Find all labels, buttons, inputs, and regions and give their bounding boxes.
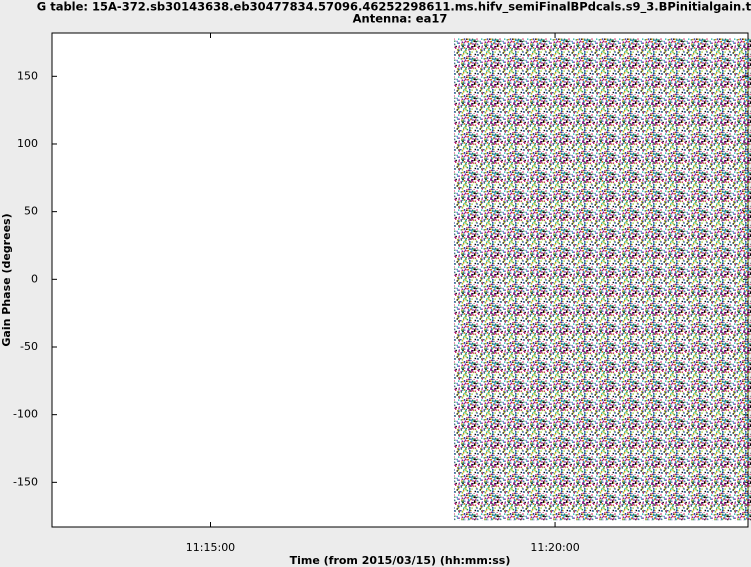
- y-tick-label: -150: [13, 475, 38, 488]
- x-tick-label: 11:20:00: [530, 541, 579, 554]
- y-tick-label: 0: [31, 272, 38, 285]
- y-axis-label: Gain Phase (degrees): [0, 213, 13, 346]
- y-tick-label: 50: [24, 205, 38, 218]
- x-axis-label: Time (from 2015/03/15) (hh:mm:ss): [290, 554, 511, 567]
- y-tick-label: -100: [13, 408, 38, 421]
- chart-subtitle: Antenna: ea17: [353, 12, 448, 26]
- chart-title: G table: 15A-372.sb30143638.eb30477834.5…: [37, 0, 751, 15]
- y-tick-label: -50: [20, 340, 38, 353]
- y-tick-label: 100: [17, 137, 38, 150]
- scan-points: [453, 38, 751, 521]
- x-tick-label: 11:15:00: [186, 541, 235, 554]
- y-tick-label: 150: [17, 69, 38, 82]
